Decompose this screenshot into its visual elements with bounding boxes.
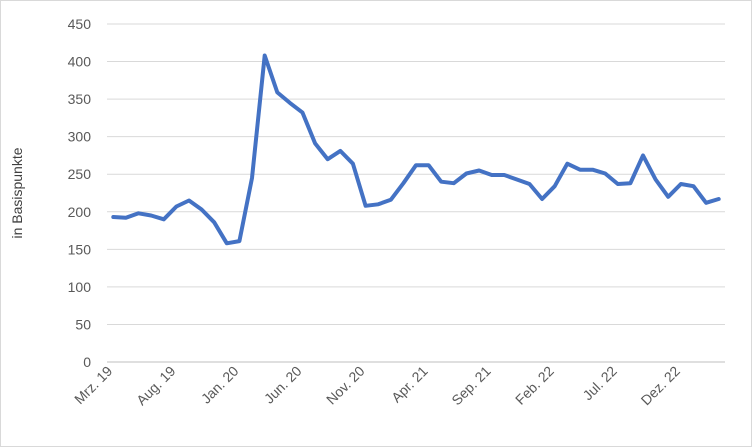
y-tick-label: 400	[68, 54, 92, 70]
x-axis-ticks: Mrz. 19 Aug. 19 Jan. 20 Jun. 20 Nov. 20 Apr. …	[71, 363, 683, 409]
x-tick-label: Apr. 21	[388, 363, 431, 406]
y-axis-title: in Basispunkte	[9, 147, 25, 238]
y-tick-label: 100	[68, 279, 92, 295]
x-tick-label: Mrz. 19	[71, 363, 115, 407]
y-tick-label: 450	[68, 16, 92, 32]
series-layer	[111, 53, 721, 246]
y-tick-label: 350	[68, 91, 92, 107]
x-tick-label: Jul. 22	[579, 363, 620, 404]
gridlines	[107, 23, 725, 325]
x-tick-label: Dez. 22	[638, 363, 684, 409]
y-tick-label: 50	[75, 316, 91, 332]
x-tick-label: Feb. 22	[512, 363, 557, 408]
y-tick-label: 250	[68, 166, 92, 182]
y-tick-label: 200	[68, 204, 92, 220]
y-tick-label: 0	[83, 354, 91, 370]
x-tick-label: Jan. 20	[198, 363, 242, 407]
y-tick-label: 300	[68, 129, 92, 145]
x-tick-label: Aug. 19	[133, 363, 179, 409]
y-tick-label: 150	[68, 241, 92, 257]
x-tick-label: Sep. 21	[448, 363, 494, 409]
series-line	[111, 53, 721, 246]
x-tick-label: Nov. 20	[323, 363, 368, 408]
x-tick-label: Jun. 20	[261, 363, 305, 407]
y-axis-ticks: 0 50 100 150 200 250 300 350 400 450	[68, 16, 92, 370]
